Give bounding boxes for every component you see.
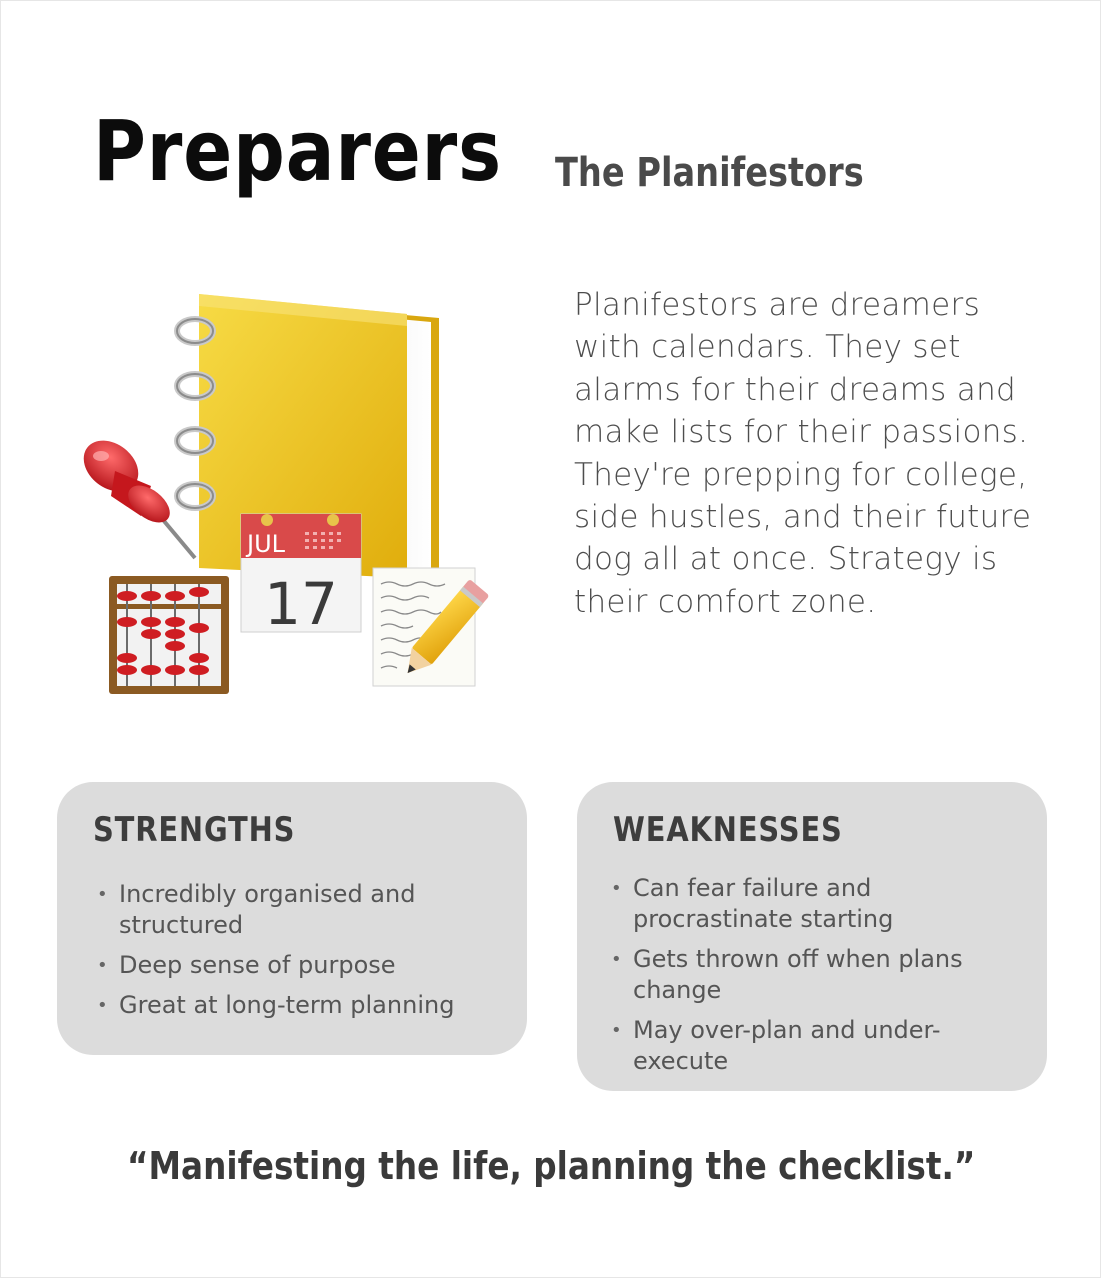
list-item: • Can fear failure and procrastinate star…: [607, 873, 1027, 935]
list-item: • May over-plan and under-execute: [607, 1015, 1027, 1077]
note-pencil-icon: [372, 567, 489, 687]
strength-item-text: Deep sense of purpose: [119, 951, 396, 979]
planner-illustration-svg: JUL 17: [83, 294, 489, 694]
calendar-day: 17: [264, 570, 338, 638]
weakness-item-text: Gets thrown off when plans change: [633, 945, 963, 1004]
list-item: • Incredibly organised and structured: [93, 879, 513, 941]
planner-illustration: JUL 17: [71, 286, 511, 706]
notebook-icon: [174, 294, 439, 578]
page-subtitle: The Planifestors: [555, 150, 864, 196]
bullet-icon: •: [97, 955, 108, 976]
strength-item-text: Great at long-term planning: [119, 991, 455, 1019]
strengths-heading: STRENGTHS: [93, 810, 296, 850]
quote: “Manifesting the life, planning the chec…: [1, 1147, 1102, 1185]
bullet-icon: •: [611, 878, 622, 899]
calendar-month: JUL: [245, 530, 286, 558]
strength-item-text: Incredibly organised and structured: [119, 880, 416, 939]
list-item: • Great at long-term planning: [93, 990, 513, 1021]
bullet-icon: •: [611, 1020, 622, 1041]
calendar-icon: JUL 17: [240, 513, 362, 638]
weaknesses-heading: WEAKNESSES: [613, 810, 843, 850]
pushpin-icon: [83, 440, 197, 560]
quote-text: “Manifesting the life, planning the chec…: [127, 1144, 976, 1188]
weakness-item-text: Can fear failure and procrastinate start…: [633, 874, 894, 933]
weakness-item-text: May over-plan and under-execute: [633, 1016, 941, 1075]
strengths-list: • Incredibly organised and structured • De…: [93, 879, 513, 1030]
description-text: Planifestors are dreamers with calendars…: [574, 287, 1032, 620]
weaknesses-card: WEAKNESSES • Can fear failure and procras…: [577, 782, 1047, 1091]
strengths-card: STRENGTHS • Incredibly organised and stru…: [57, 782, 527, 1055]
list-item: • Deep sense of purpose: [93, 950, 513, 981]
list-item: • Gets thrown off when plans change: [607, 944, 1027, 1006]
weaknesses-list: • Can fear failure and procrastinate star…: [607, 873, 1027, 1086]
bullet-icon: •: [97, 995, 108, 1016]
page-title: Preparers: [93, 102, 503, 200]
bullet-icon: •: [97, 884, 108, 905]
abacus-icon: [109, 576, 229, 694]
bullet-icon: •: [611, 949, 622, 970]
